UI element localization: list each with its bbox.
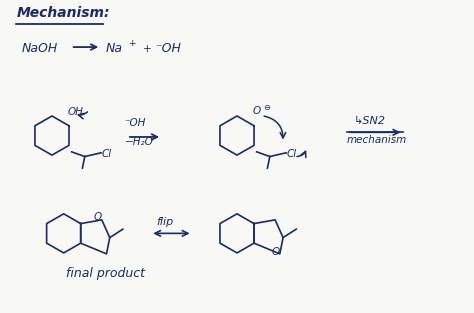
Text: ↳SN2: ↳SN2 bbox=[354, 116, 386, 126]
Text: NaOH: NaOH bbox=[21, 42, 58, 55]
Text: OH: OH bbox=[67, 107, 83, 117]
Text: O: O bbox=[272, 247, 280, 257]
Text: ⁻OH: ⁻OH bbox=[125, 118, 146, 128]
Text: Mechanism:: Mechanism: bbox=[17, 6, 110, 20]
Text: +: + bbox=[128, 39, 136, 48]
Text: +: + bbox=[143, 44, 152, 54]
Text: O: O bbox=[253, 106, 261, 116]
Text: O: O bbox=[94, 212, 102, 222]
Text: Na: Na bbox=[106, 42, 123, 55]
Text: ⁻OH: ⁻OH bbox=[155, 42, 181, 55]
Text: mechanism: mechanism bbox=[347, 136, 407, 146]
Text: ⊖: ⊖ bbox=[263, 103, 270, 112]
Text: final product: final product bbox=[66, 267, 145, 280]
Text: Cl: Cl bbox=[286, 149, 296, 158]
Text: −H₂O: −H₂O bbox=[125, 137, 153, 147]
Text: Cl: Cl bbox=[101, 149, 111, 158]
Text: flip: flip bbox=[156, 218, 173, 228]
